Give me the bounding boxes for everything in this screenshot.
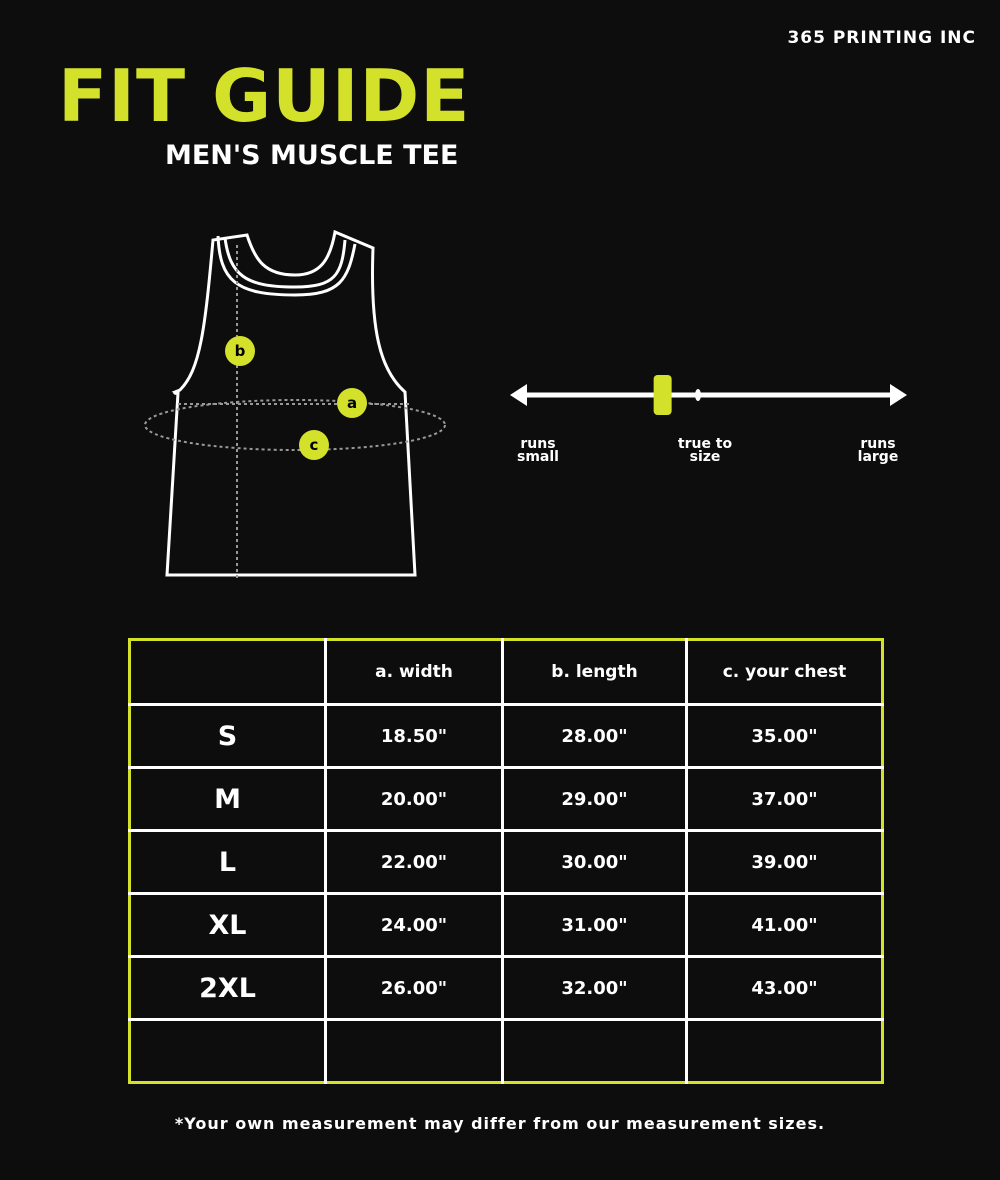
center-tick bbox=[695, 389, 701, 401]
table-row: S 18.50" 28.00" 35.00" bbox=[129, 703, 883, 769]
measurement-cell: 22.00" bbox=[324, 829, 504, 895]
size-chart-table: a. width b. length c. your chest S 18.50" 28.… bbox=[128, 638, 884, 1084]
measurement-cell: 28.00" bbox=[501, 703, 688, 769]
size-label: 2XL bbox=[129, 955, 327, 1021]
column-header: a. width bbox=[324, 639, 504, 706]
measurement-cell bbox=[324, 1018, 504, 1083]
measurement-cell bbox=[501, 1018, 688, 1083]
svg-text:c: c bbox=[310, 436, 319, 454]
fit-marker bbox=[653, 375, 672, 415]
measurement-cell: 24.00" bbox=[324, 892, 504, 958]
measurement-cell bbox=[685, 1018, 883, 1083]
measurement-cell: 37.00" bbox=[685, 766, 883, 832]
column-header bbox=[129, 639, 327, 706]
measurement-cell: 26.00" bbox=[324, 955, 504, 1021]
label-c-badge: c bbox=[299, 430, 329, 460]
measurement-cell: 31.00" bbox=[501, 892, 688, 958]
table-row: L 22.00" 30.00" 39.00" bbox=[129, 829, 883, 895]
label-b-badge: b bbox=[225, 336, 255, 366]
page-title: FIT GUIDE bbox=[58, 54, 471, 138]
measurement-cell: 35.00" bbox=[685, 703, 883, 769]
arrow-right-icon bbox=[890, 384, 907, 406]
measurement-cell: 30.00" bbox=[501, 829, 688, 895]
column-header: b. length bbox=[501, 639, 688, 706]
company-name: 365 PRINTING INC bbox=[787, 28, 976, 48]
true-to-size-label: true to size bbox=[677, 436, 733, 465]
size-label: S bbox=[129, 703, 327, 769]
table-row: M 20.00" 29.00" 37.00" bbox=[129, 766, 883, 832]
table-row bbox=[129, 1018, 883, 1083]
size-label bbox=[129, 1018, 327, 1083]
svg-text:b: b bbox=[235, 342, 246, 360]
measurement-cell: 43.00" bbox=[685, 955, 883, 1021]
measurement-cell: 41.00" bbox=[685, 892, 883, 958]
measurement-cell: 20.00" bbox=[324, 766, 504, 832]
runs-small-label: runs small bbox=[517, 436, 559, 465]
size-label: L bbox=[129, 829, 327, 895]
tank-top-diagram: b a c bbox=[144, 229, 446, 578]
runs-large-label: runs large bbox=[857, 436, 899, 465]
measurement-note: *Your own measurement may differ from ou… bbox=[174, 1114, 826, 1133]
fit-scale: runs small true to size runs large bbox=[505, 370, 915, 480]
table-row: 2XL 26.00" 32.00" 43.00" bbox=[129, 955, 883, 1021]
tank-outline bbox=[165, 229, 417, 577]
arrow-left-icon bbox=[510, 384, 527, 406]
chest-measure-ellipse bbox=[144, 399, 446, 451]
label-a-badge: a bbox=[337, 388, 367, 418]
svg-text:a: a bbox=[347, 394, 357, 412]
measurement-cell: 32.00" bbox=[501, 955, 688, 1021]
measurement-cell: 39.00" bbox=[685, 829, 883, 895]
measurement-cell: 18.50" bbox=[324, 703, 504, 769]
size-label: XL bbox=[129, 892, 327, 958]
column-header: c. your chest bbox=[685, 639, 883, 706]
size-label: M bbox=[129, 766, 327, 832]
table-row: XL 24.00" 31.00" 41.00" bbox=[129, 892, 883, 958]
page-subtitle: MEN'S MUSCLE TEE bbox=[165, 140, 459, 171]
measurement-cell: 29.00" bbox=[501, 766, 688, 832]
table-header-row: a. width b. length c. your chest bbox=[129, 639, 883, 706]
fit-scale-bar bbox=[510, 375, 907, 415]
